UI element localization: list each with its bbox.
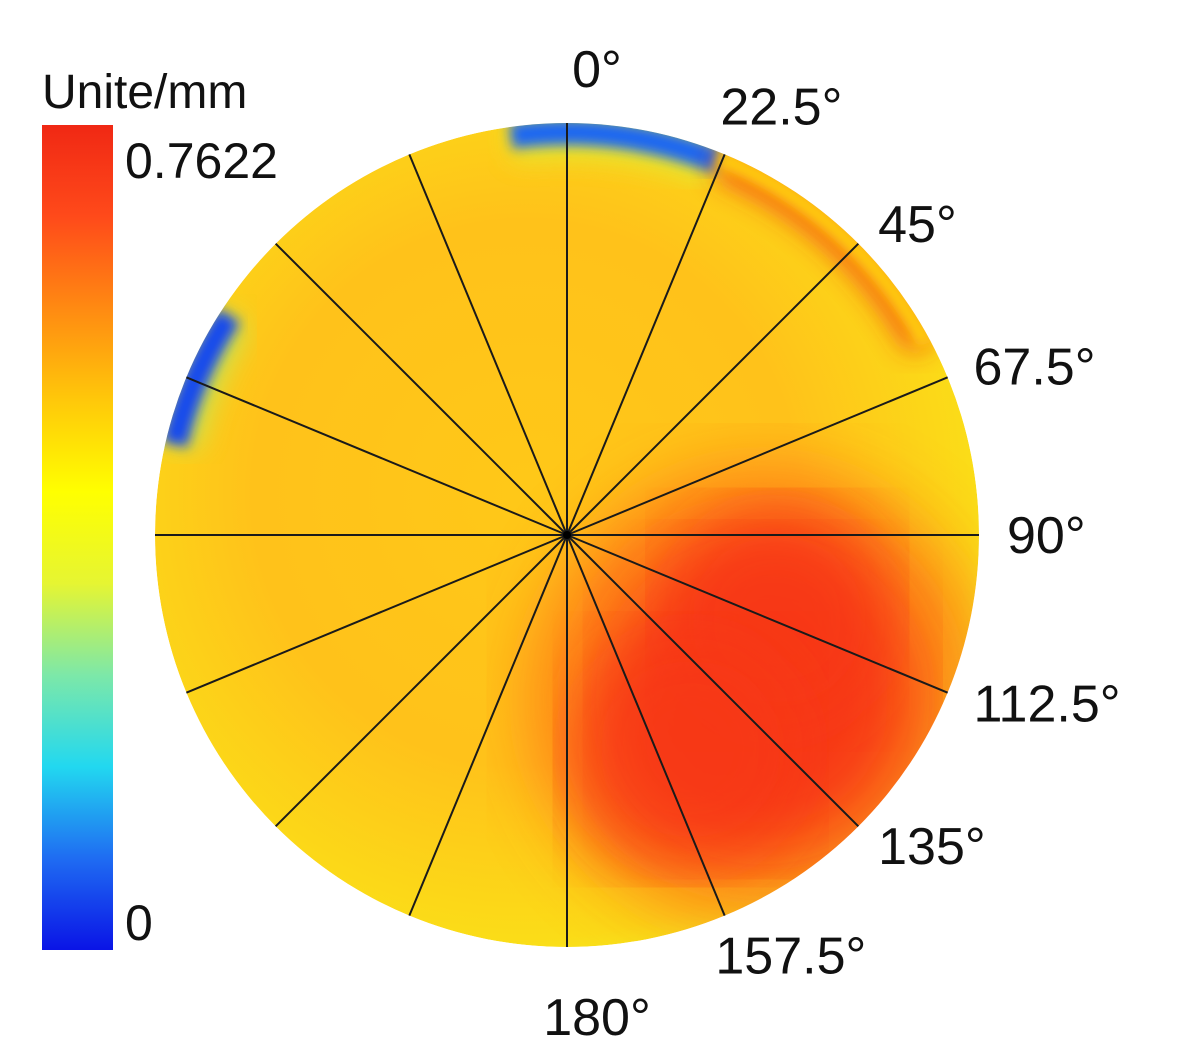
colorbar-bar xyxy=(42,125,113,950)
center-point xyxy=(563,531,571,539)
angle-label: 157.5° xyxy=(715,928,866,986)
low-region-1 xyxy=(161,308,240,448)
colorbar-min-label: 0 xyxy=(125,895,153,951)
radial-lines xyxy=(155,123,979,947)
colorbar: Unite/mm 0.7622 0 xyxy=(42,66,278,951)
colorbar-max-label: 0.7622 xyxy=(125,133,278,189)
radial-line xyxy=(274,242,568,536)
angle-label: 22.5° xyxy=(720,78,842,136)
angle-label: 112.5° xyxy=(974,675,1121,733)
low-region-2 xyxy=(716,149,935,349)
radial-line xyxy=(566,242,860,536)
radial-line xyxy=(185,376,568,536)
radial-line xyxy=(566,534,726,917)
angle-label: 135° xyxy=(878,818,986,876)
radial-line xyxy=(408,534,568,917)
angle-label: 45° xyxy=(878,196,957,254)
angle-label: 67.5° xyxy=(974,339,1096,397)
angle-label: 180° xyxy=(543,989,651,1047)
radial-line xyxy=(274,534,568,828)
radial-line xyxy=(566,534,949,694)
angle-labels: 0° 22.5° 45° 67.5° 90° 112.5° 135°157.5° 180° xyxy=(543,41,1120,1047)
radial-line xyxy=(566,376,949,536)
radial-line xyxy=(185,534,568,694)
radial-line xyxy=(408,153,568,536)
angle-label: 90° xyxy=(1007,507,1086,565)
radial-line xyxy=(566,534,860,828)
low-region-halo-2 xyxy=(712,149,935,353)
radial-line xyxy=(566,153,726,536)
angle-label: 0° xyxy=(572,41,622,99)
colorbar-unit-label: Unite/mm xyxy=(42,66,247,119)
